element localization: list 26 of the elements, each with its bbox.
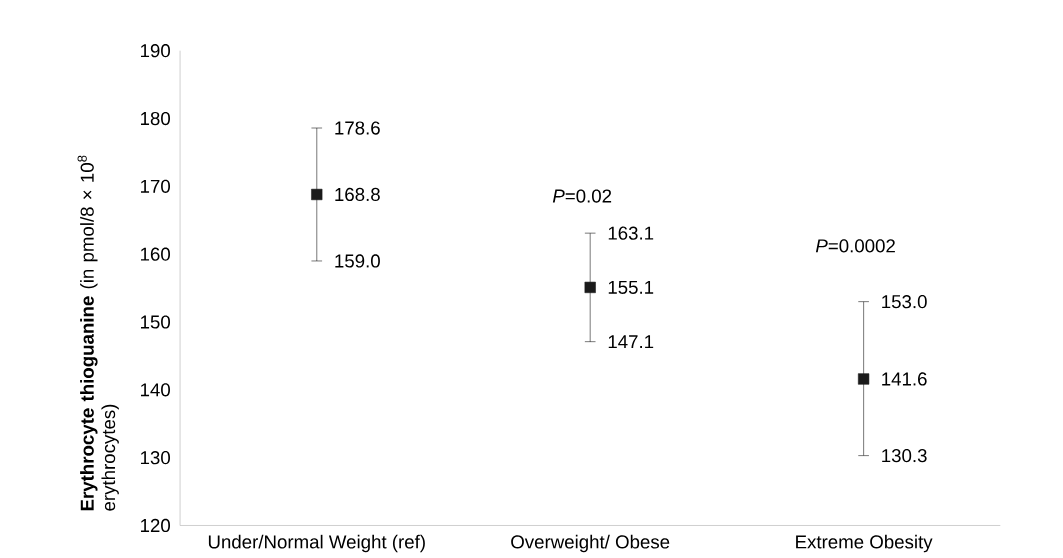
y-tick-label: 140 — [140, 382, 170, 397]
annotation: 147.1 — [608, 335, 654, 348]
annotation: 153.0 — [882, 294, 927, 309]
y-tick-label: 130 — [140, 450, 170, 465]
text: Erythrocyte thioguanine (in pmol/8 × 10$^{8}$ erythrocytes) — [77, 155, 119, 511]
x-tick-label: Extreme Obesity — [796, 534, 933, 553]
x-tick-label: Under/Normal Weight (ref) — [208, 534, 425, 553]
point — [858, 373, 870, 385]
annotation: 130.3 — [882, 448, 927, 463]
annotation: 178.6 — [335, 121, 380, 135]
data-label: 155.1 — [608, 280, 654, 294]
data-label: 141.6 — [882, 372, 927, 386]
point — [311, 188, 323, 200]
point — [584, 281, 596, 293]
annotation: 163.1 — [608, 226, 654, 240]
annotation: P=0.0002 — [815, 239, 895, 253]
data-label: 168.8 — [335, 187, 380, 201]
annotation: 159.0 — [335, 254, 380, 268]
annotation: P=0.02 — [552, 189, 612, 203]
y-tick-label: 120 — [140, 518, 170, 532]
y-tick-label: 150 — [140, 315, 170, 329]
y-tick-label: 160 — [140, 247, 170, 261]
y-tick-label: 190 — [140, 43, 170, 58]
x-tick-label: Overweight/ Obese — [511, 534, 670, 553]
y-tick-label: 180 — [140, 111, 170, 125]
y-tick-label: 170 — [140, 179, 170, 193]
